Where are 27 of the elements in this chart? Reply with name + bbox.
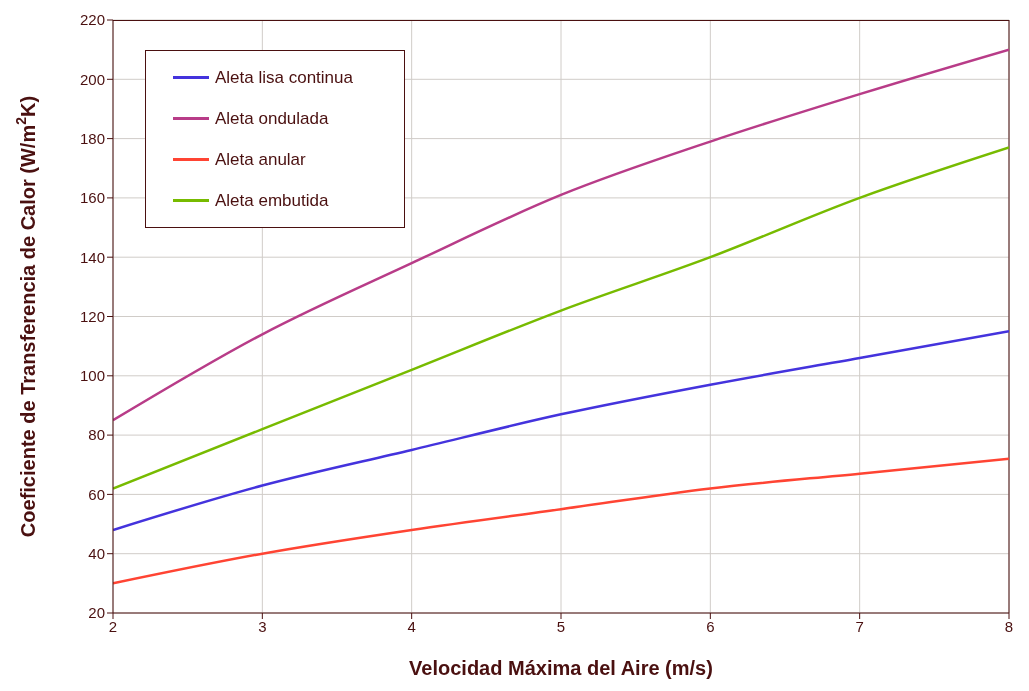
line-series	[113, 146, 1009, 490]
x-axis-title: Velocidad Máxima del Aire (m/s)	[409, 657, 713, 680]
y-tick-label: 60	[88, 485, 105, 503]
y-tick-label: 120	[79, 307, 105, 325]
y-tick-label: 140	[79, 248, 105, 266]
legend-label: Aleta embutida	[215, 190, 329, 211]
y-tick-label: 80	[88, 426, 105, 444]
line-series	[113, 48, 1009, 422]
x-tick-label: 2	[108, 617, 118, 635]
legend-label: Aleta ondulada	[215, 108, 329, 129]
x-tick-label: 7	[855, 617, 864, 635]
x-tick-label: 5	[556, 617, 566, 635]
y-tick-label: 220	[79, 11, 105, 29]
legend-label: Aleta lisa continua	[215, 67, 353, 88]
y-tick-label: 100	[79, 367, 105, 385]
x-tick-label: 6	[706, 617, 715, 635]
y-tick-label: 200	[79, 70, 105, 88]
y-tick-label: 20	[88, 604, 105, 622]
line-series	[113, 457, 1009, 585]
line-series	[113, 330, 1009, 532]
x-tick-label: 3	[258, 617, 267, 635]
x-tick-label: 8	[1004, 617, 1014, 635]
y-tick-label: 180	[79, 129, 105, 147]
legend-label: Aleta anular	[215, 149, 306, 170]
y-tick-label: 40	[88, 545, 105, 563]
y-tick-label: 160	[79, 189, 105, 207]
x-tick-label: 4	[407, 617, 416, 635]
